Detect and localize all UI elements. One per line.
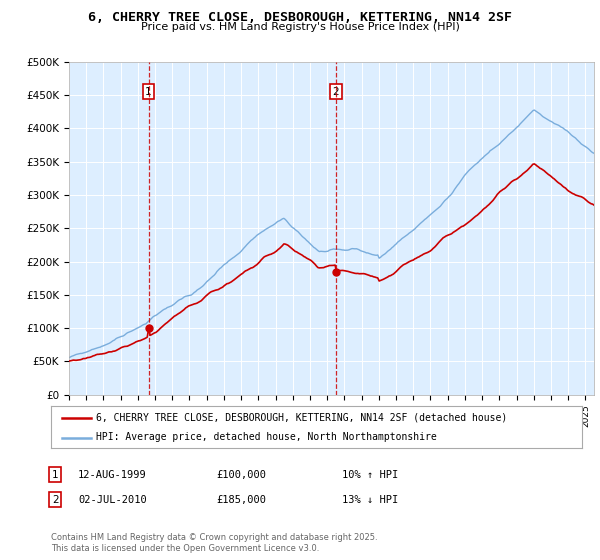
- Text: 12-AUG-1999: 12-AUG-1999: [78, 470, 147, 480]
- Text: HPI: Average price, detached house, North Northamptonshire: HPI: Average price, detached house, Nort…: [96, 432, 437, 442]
- Text: 2: 2: [332, 87, 339, 96]
- Text: 6, CHERRY TREE CLOSE, DESBOROUGH, KETTERING, NN14 2SF: 6, CHERRY TREE CLOSE, DESBOROUGH, KETTER…: [88, 11, 512, 24]
- Text: 1: 1: [145, 87, 152, 96]
- Text: 6, CHERRY TREE CLOSE, DESBOROUGH, KETTERING, NN14 2SF (detached house): 6, CHERRY TREE CLOSE, DESBOROUGH, KETTER…: [96, 413, 508, 423]
- Text: 2: 2: [52, 494, 59, 505]
- Text: £100,000: £100,000: [216, 470, 266, 480]
- Text: 10% ↑ HPI: 10% ↑ HPI: [342, 470, 398, 480]
- Text: 02-JUL-2010: 02-JUL-2010: [78, 494, 147, 505]
- Text: 13% ↓ HPI: 13% ↓ HPI: [342, 494, 398, 505]
- Text: Price paid vs. HM Land Registry's House Price Index (HPI): Price paid vs. HM Land Registry's House …: [140, 22, 460, 32]
- Text: £185,000: £185,000: [216, 494, 266, 505]
- Text: Contains HM Land Registry data © Crown copyright and database right 2025.
This d: Contains HM Land Registry data © Crown c…: [51, 533, 377, 553]
- Text: 1: 1: [52, 470, 59, 480]
